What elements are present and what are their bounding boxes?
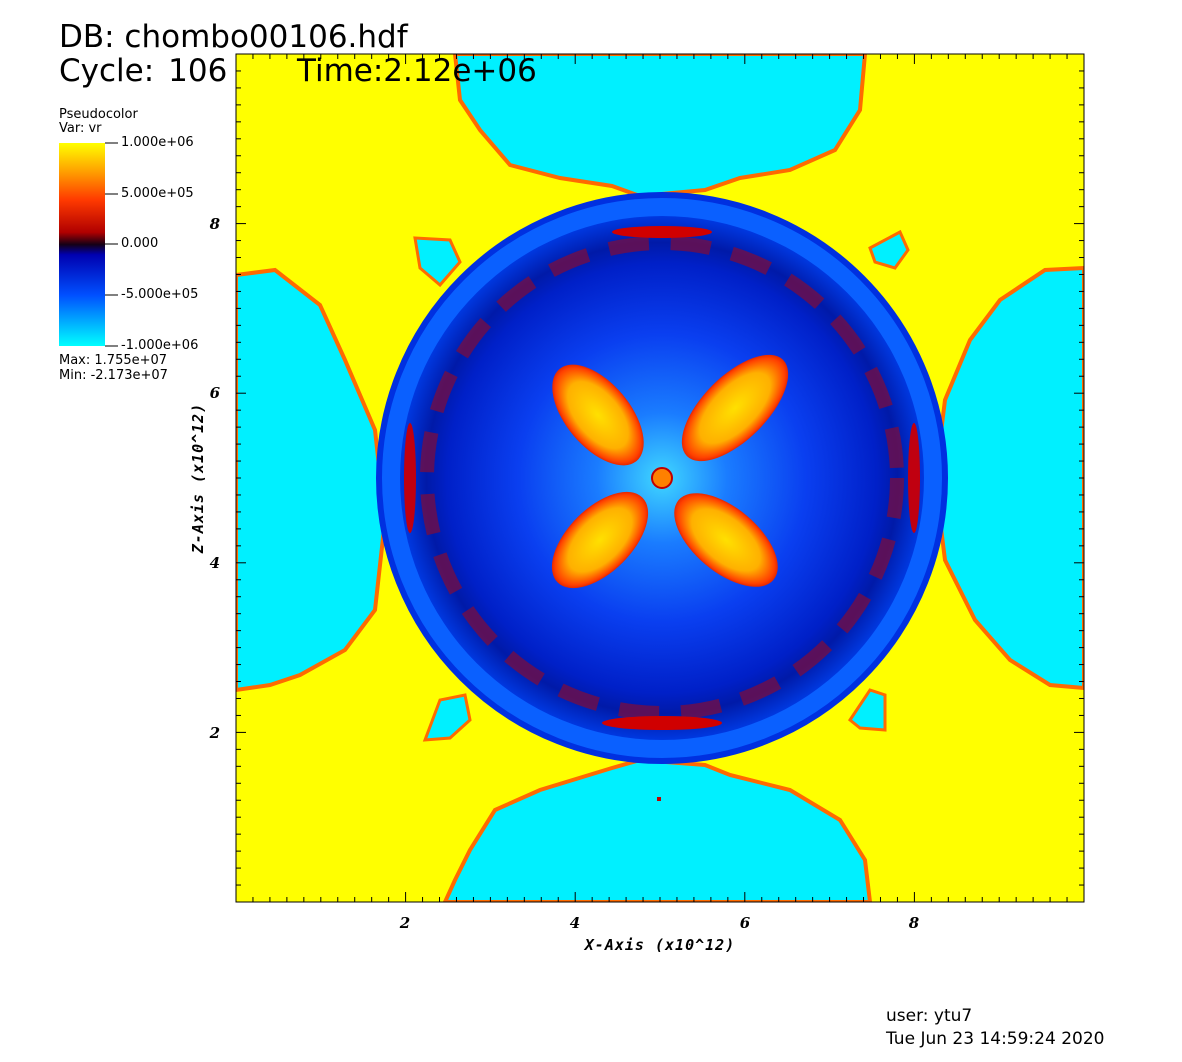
jet-lobes [551,354,789,589]
z-tick-label: 2 [209,724,220,742]
legend-title: Pseudocolor [59,107,138,122]
lobe-top-left [552,364,644,466]
legend-ticks [105,142,118,347]
legend-tick-label: 0.000 [121,236,159,251]
bottom-red-band [602,716,722,730]
z-tick-label: 4 [210,554,220,572]
time-label: Time:2.12e+06 [297,53,537,89]
pseudocolor-field [236,54,1084,902]
cyan-region-left [236,267,388,693]
core [651,467,673,489]
cyan-patch-bottom-right [847,688,887,732]
user-label: user: ytu7 [886,1006,973,1026]
legend-tick-label: 5.000e+05 [121,186,194,201]
legend-tick-label: -1.000e+06 [121,338,199,353]
timestamp-label: Tue Jun 23 14:59:24 2020 [886,1029,1105,1049]
lobe-bottom-right [674,493,778,587]
axis-ticks [236,54,1084,902]
right-red-band [908,423,920,533]
bubble-red-band [420,236,904,720]
lobe-bottom-left [551,491,649,589]
z-tick-label: 8 [210,215,221,233]
small-red-dot [657,797,661,801]
cycle-label: Cycle: [59,53,155,89]
legend-color-bar [59,143,105,346]
x-tick-label: 6 [740,914,751,932]
cycle-value: 106 [168,53,228,89]
top-red-band [612,226,712,238]
legend-tick-label: -5.000e+05 [121,287,199,302]
database-label: DB: chombo00106.hdf [59,19,408,55]
cyan-patch-top-left [413,236,462,288]
z-axis-title: Z-Axis (x10^12) [189,403,207,554]
x-tick-label: 2 [399,914,410,932]
legend-min: Min: -2.173e+07 [59,368,168,383]
x-tick-label: 8 [909,914,920,932]
legend-max: Max: 1.755e+07 [59,353,168,368]
lobe-top-right [681,354,789,462]
x-tick-label: 4 [570,914,580,932]
z-tick-label: 6 [210,384,221,402]
x-axis-title: X-Axis (x10^12) [583,936,735,954]
legend-tick-label: 1.000e+06 [121,135,194,150]
cyan-patch-bottom-left [422,693,472,742]
legend-variable: Var: vr [59,121,102,136]
cyan-patch-top-right [868,229,910,270]
left-red-band [404,423,416,533]
cycle-time-line: Cycle: 106 Time:2.12e+06 [59,53,537,89]
